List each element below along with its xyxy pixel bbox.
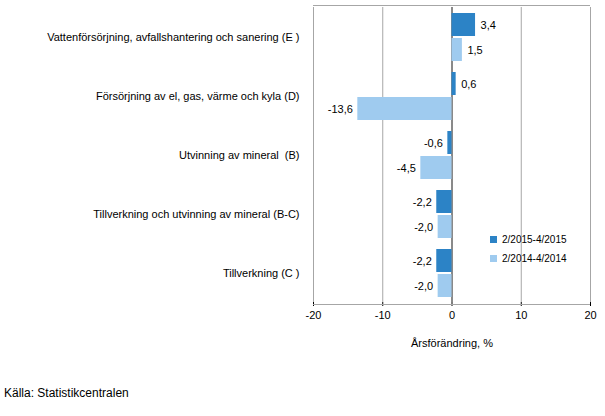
svg-text:10: 10 [515,309,527,321]
html-text:2/2015-4/2015: 2/2015-4/2015 [502,234,567,245]
svg-text:-2,0: -2,0 [414,221,433,233]
svg-text:-13,6: -13,6 [328,103,353,115]
svg-text:3,4: 3,4 [481,19,496,31]
svg-text:-20: -20 [306,309,322,321]
svg-text:0,6: 0,6 [461,78,476,90]
svg-text:-4,5: -4,5 [397,162,416,174]
html-text:2/2014-4/2014: 2/2014-4/2014 [502,253,567,264]
svg-text:Tillverkning (C ): Tillverkning (C ) [223,267,300,279]
svg-text:Tillverkning och utvinning av: Tillverkning och utvinning av mineral (B… [93,208,299,220]
svg-text:1,5: 1,5 [467,44,482,56]
svg-text:20: 20 [584,309,596,321]
svg-text:Årsförändring, %: Årsförändring, % [411,337,493,349]
svg-text:-10: -10 [375,309,391,321]
svg-text:-0,6: -0,6 [424,137,443,149]
svg-text:-2,2: -2,2 [413,196,432,208]
svg-text:Vattenförsörjning, avfallshant: Vattenförsörjning, avfallshantering och … [47,31,299,43]
svg-text:Försörjning av el, gas, värme: Försörjning av el, gas, värme och kyla (… [96,90,300,102]
svg-text:0: 0 [449,309,455,321]
html-text:Källa: Statistikcentralen: Källa: Statistikcentralen [4,386,129,400]
svg-text:-2,0: -2,0 [414,280,433,292]
svg-text:Utvinning av mineral (B): Utvinning av mineral (B) [179,149,299,161]
svg-text:-2,2: -2,2 [413,255,432,267]
